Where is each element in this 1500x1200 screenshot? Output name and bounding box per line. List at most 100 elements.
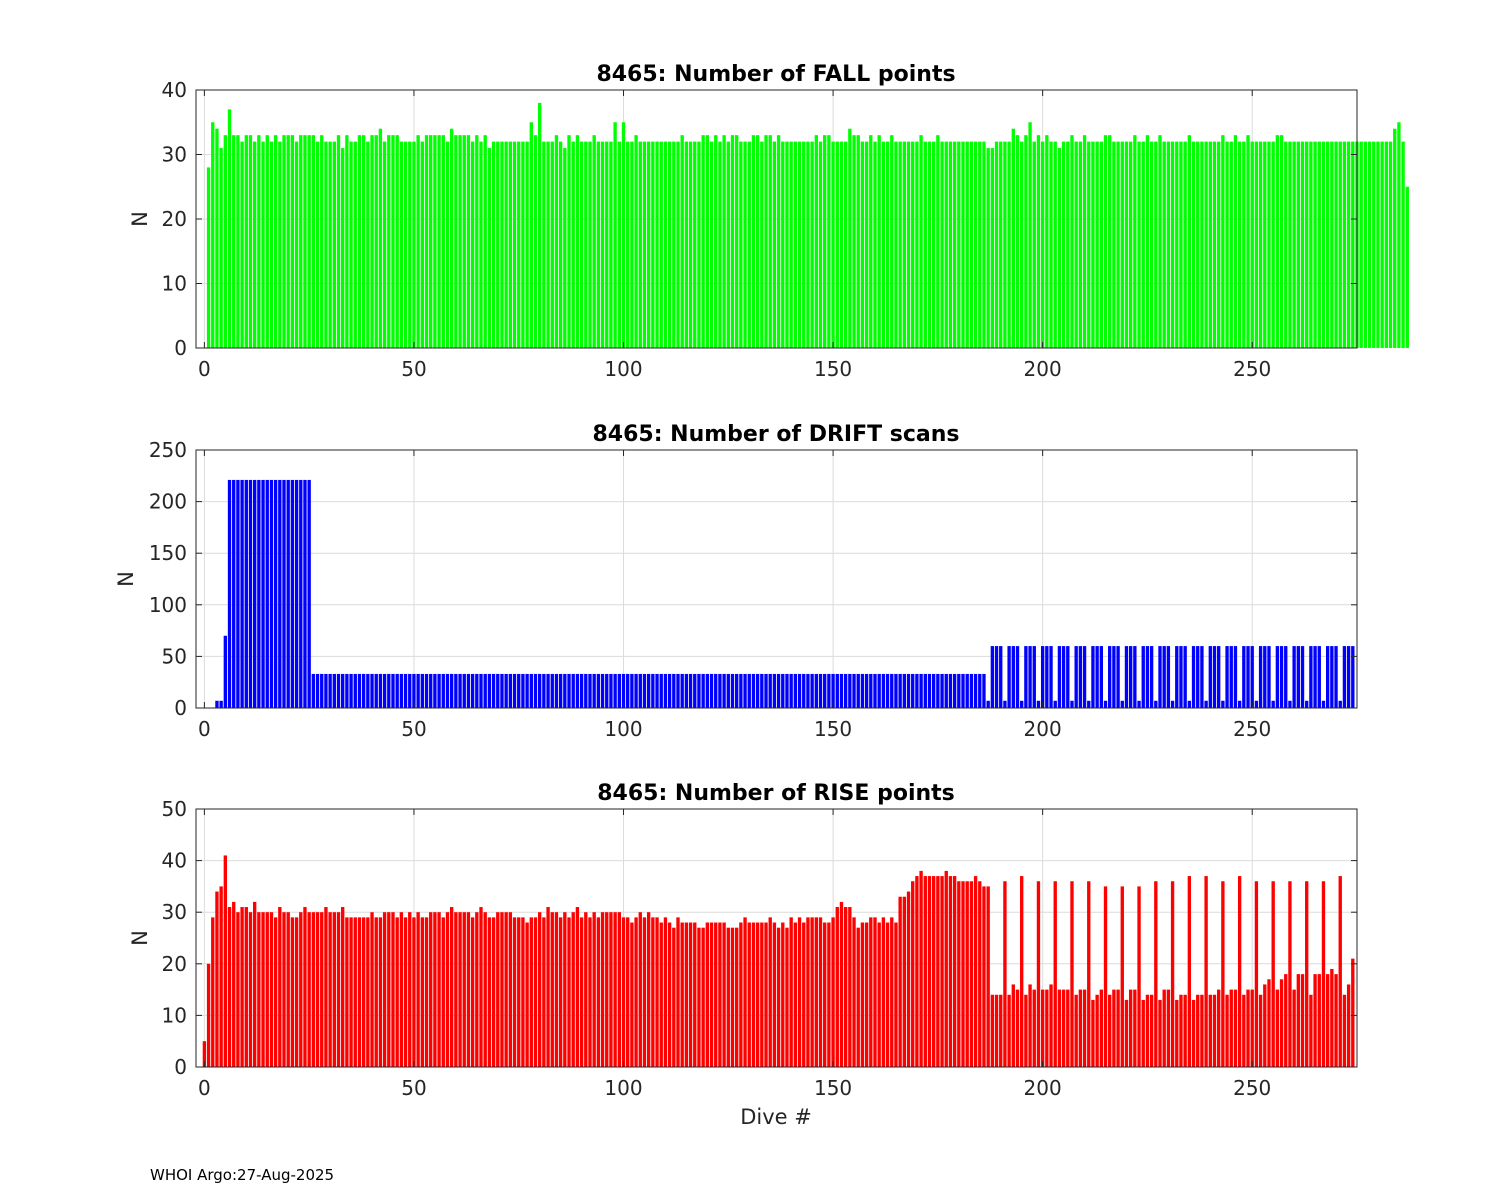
rise-points-bar — [852, 917, 856, 1067]
fall-points-bar — [873, 141, 877, 348]
drift-scans-bar — [1053, 700, 1057, 708]
fall-points-bar — [357, 135, 362, 348]
fall-points-bar — [1212, 141, 1217, 348]
drift-scans-bar — [445, 673, 450, 708]
fall-points-bar — [1246, 135, 1250, 348]
fall-points-bar — [286, 135, 290, 348]
drift-scans-bar — [223, 635, 228, 708]
fall-points-bar — [253, 141, 257, 348]
rise-points-bar — [592, 912, 596, 1067]
drift-scans-bar — [797, 673, 802, 708]
fall-points-bar — [391, 135, 395, 348]
fall-points-bar — [1405, 186, 1409, 348]
fall-points-bar — [613, 122, 617, 348]
fall-points-bar — [936, 135, 940, 348]
fall-points-bar — [680, 135, 684, 348]
drift-scans-bar — [1263, 646, 1267, 708]
drift-scans-bar — [605, 673, 609, 708]
fall-points-bar — [533, 135, 538, 348]
fall-points-bar — [219, 148, 223, 348]
drift-scans-bar — [1183, 646, 1187, 708]
rise-points-bar — [1053, 881, 1057, 1067]
fall-points-bar — [571, 141, 575, 348]
fall-points-bar — [1200, 141, 1204, 348]
rise-points-bar — [483, 912, 487, 1067]
drift-scans-bar — [282, 479, 286, 708]
drift-scans-bar — [320, 673, 324, 708]
drift-scans-bar — [366, 673, 370, 708]
drift-scans-bar — [1267, 646, 1271, 708]
drift-scans-bar — [458, 673, 462, 708]
rise-points-panel: 8465: Number of RISE points N Dive # 0 50… — [128, 781, 1358, 1129]
fall-points-bar — [361, 135, 366, 348]
drift-scans-bar — [676, 673, 680, 708]
drift-scans-bar — [890, 673, 894, 708]
rise-points-bar — [445, 912, 450, 1067]
drift-scans-bar — [848, 673, 852, 708]
fall-points-bar — [353, 141, 357, 348]
fall-points-bar — [1217, 141, 1221, 348]
rise-points-bar — [441, 917, 445, 1067]
fall-points-bar — [1053, 141, 1057, 348]
drift-scans-bar — [1196, 646, 1200, 708]
rise-points-bar — [634, 917, 638, 1067]
rise-points-bar — [1321, 881, 1326, 1067]
fall-points-bar — [550, 141, 554, 348]
fall-points-bar — [726, 141, 730, 348]
drift-scans-bar — [395, 673, 399, 708]
rise-points-bar — [261, 912, 265, 1067]
drift-scans-bar — [722, 673, 726, 708]
drift-scans-bar — [1149, 646, 1154, 708]
fall-points-bar — [558, 141, 563, 348]
rise-points-bar — [1091, 999, 1095, 1067]
drift-scans-x-tick-label: 100 — [604, 717, 642, 741]
fall-points-bar — [630, 141, 634, 348]
rise-points-bar — [366, 917, 370, 1067]
drift-scans-bar — [554, 673, 559, 708]
rise-points-bar — [600, 912, 605, 1067]
fall-points-bar — [567, 135, 571, 348]
fall-points-bar — [1141, 141, 1145, 348]
fall-points-bar — [1011, 128, 1015, 348]
drift-scans-bar — [1015, 646, 1020, 708]
rise-points-bar — [1300, 974, 1305, 1067]
fall-points-bar — [575, 135, 580, 348]
fall-points-bar — [927, 141, 932, 348]
rise-points-bar — [1242, 994, 1246, 1067]
rise-points-bar — [1351, 958, 1355, 1067]
drift-scans-bar — [299, 479, 303, 708]
rise-points-bar — [512, 917, 517, 1067]
drift-scans-bar — [420, 673, 425, 708]
fall-points-bar — [1128, 141, 1133, 348]
drift-scans-bar — [1271, 700, 1275, 708]
drift-scans-bar — [487, 673, 492, 708]
drift-scans-bar — [521, 673, 525, 708]
drift-scans-bar — [429, 673, 433, 708]
rise-points-bar — [898, 896, 902, 1067]
rise-points-bar — [429, 912, 433, 1067]
fall-points-bar — [1091, 141, 1095, 348]
rise-points-bar — [433, 912, 437, 1067]
rise-points-bar — [667, 922, 672, 1067]
fall-points-bar — [307, 135, 311, 348]
fall-points-bar — [1036, 135, 1041, 348]
drift-scans-bar — [1309, 646, 1313, 708]
rise-points-y-tick-label: 0 — [174, 1055, 187, 1079]
rise-points-bar — [558, 917, 563, 1067]
rise-points-bar — [320, 912, 324, 1067]
drift-scans-bar — [1070, 700, 1074, 708]
fall-points-bar — [1078, 141, 1083, 348]
rise-points-bar — [475, 912, 479, 1067]
fall-points-bar — [810, 141, 814, 348]
rise-points-bar — [521, 917, 525, 1067]
drift-scans-x-tick-label: 0 — [198, 717, 211, 741]
drift-scans-bar — [261, 479, 265, 708]
rise-points-bar — [994, 994, 999, 1067]
rise-points-bar — [1183, 994, 1187, 1067]
fall-points-bar — [332, 141, 336, 348]
drift-scans-bar — [1103, 700, 1108, 708]
rise-points-ticks: 0 50 100 150 200 250 0 10 20 30 40 50 — [162, 797, 1357, 1100]
rise-points-bar — [869, 917, 873, 1067]
rise-points-bar — [923, 876, 927, 1067]
fall-points-bar — [454, 135, 458, 348]
